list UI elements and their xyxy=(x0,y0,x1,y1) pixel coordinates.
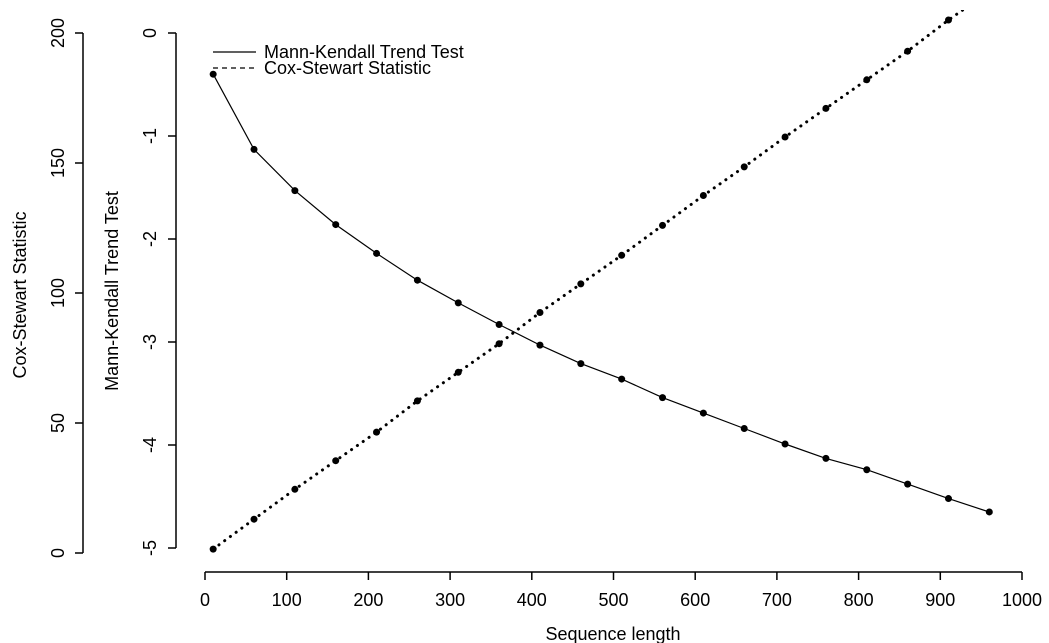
point-mann-kendall xyxy=(863,466,871,474)
legend-label-mann-kendall: Mann-Kendall Trend Test xyxy=(264,42,464,62)
x-tick-label: 700 xyxy=(762,590,792,610)
point-mann-kendall xyxy=(985,508,993,516)
point-mann-kendall xyxy=(740,425,748,433)
legend-label-cox-stewart: Cox-Stewart Statistic xyxy=(264,58,431,78)
point-mann-kendall xyxy=(904,480,912,488)
point-mann-kendall xyxy=(618,375,626,383)
point-cox-stewart xyxy=(373,428,381,436)
point-mann-kendall xyxy=(413,276,421,284)
point-mann-kendall xyxy=(699,409,707,417)
point-mann-kendall xyxy=(209,70,217,78)
x-tick-label: 400 xyxy=(517,590,547,610)
point-cox-stewart xyxy=(618,251,626,259)
point-cox-stewart xyxy=(454,368,462,376)
point-cox-stewart xyxy=(904,47,912,55)
x-tick-label: 500 xyxy=(598,590,628,610)
point-cox-stewart xyxy=(944,16,952,24)
plot-area xyxy=(209,10,993,553)
point-mann-kendall xyxy=(944,495,952,503)
mann-kendall-tick-label: -4 xyxy=(140,437,160,453)
point-cox-stewart xyxy=(332,457,340,465)
point-mann-kendall xyxy=(577,360,585,368)
x-tick-label: 0 xyxy=(200,590,210,610)
point-mann-kendall xyxy=(536,341,544,349)
point-mann-kendall xyxy=(291,187,299,195)
point-cox-stewart xyxy=(291,485,299,493)
point-cox-stewart xyxy=(577,280,585,288)
mann-kendall-tick-label: -2 xyxy=(140,231,160,247)
point-cox-stewart xyxy=(495,340,503,348)
cox-stewart-y-axis: 0 50 100 150 200 Cox-Stewart Statistic xyxy=(10,18,84,558)
mann-kendall-tick-label: -3 xyxy=(140,334,160,350)
x-tick-label: 800 xyxy=(844,590,874,610)
x-tick-label: 100 xyxy=(272,590,302,610)
mann-kendall-tick-label: -5 xyxy=(140,540,160,556)
mann-kendall-axis-title: Mann-Kendall Trend Test xyxy=(102,191,122,391)
point-cox-stewart xyxy=(536,309,544,316)
x-tick-label: 1000 xyxy=(1002,590,1042,610)
mann-kendall-tick-label: -1 xyxy=(140,128,160,144)
point-cox-stewart xyxy=(659,221,667,229)
line-cox-stewart xyxy=(211,10,966,551)
point-mann-kendall xyxy=(822,454,830,462)
x-tick-label: 300 xyxy=(435,590,465,610)
cox-stewart-tick-group: 0 50 100 150 200 xyxy=(48,18,83,558)
point-cox-stewart xyxy=(699,192,707,199)
cox-stewart-tick-label: 200 xyxy=(48,18,68,48)
cox-stewart-tick-label: 0 xyxy=(48,548,68,558)
x-tick-group: 0 100 200 300 400 500 600 700 800 900 1000 xyxy=(200,572,1042,610)
x-tick-label: 200 xyxy=(353,590,383,610)
series-cox-stewart xyxy=(209,10,966,553)
point-cox-stewart xyxy=(209,545,217,553)
point-mann-kendall xyxy=(454,299,462,307)
point-mann-kendall xyxy=(332,221,340,229)
series-mann-kendall xyxy=(209,70,993,516)
mann-kendall-tick-label: 0 xyxy=(140,28,160,38)
x-tick-label: 900 xyxy=(925,590,955,610)
point-cox-stewart xyxy=(413,397,421,405)
line-mann-kendall xyxy=(212,73,990,513)
x-axis: 0 100 200 300 400 500 600 700 800 900 1000 Sequenc… xyxy=(200,571,1042,643)
point-cox-stewart xyxy=(863,76,871,84)
point-mann-kendall xyxy=(373,249,381,257)
cox-stewart-tick-label: 150 xyxy=(48,148,68,178)
point-mann-kendall xyxy=(250,145,258,153)
x-axis-title: Sequence length xyxy=(545,624,680,643)
legend: Mann-Kendall Trend Test Cox-Stewart Stat… xyxy=(213,42,464,78)
x-tick-label: 600 xyxy=(680,590,710,610)
point-mann-kendall xyxy=(781,440,789,448)
point-cox-stewart xyxy=(781,133,789,141)
point-mann-kendall xyxy=(495,320,503,328)
mann-kendall-tick-group: -5 -4 -3 -2 -1 0 xyxy=(140,28,176,556)
point-cox-stewart xyxy=(740,163,748,171)
point-mann-kendall xyxy=(659,394,667,402)
mann-kendall-y-axis: -5 -4 -3 -2 -1 0 Mann-Kendall Trend Test xyxy=(102,28,177,556)
cox-stewart-tick-label: 100 xyxy=(48,278,68,308)
point-cox-stewart xyxy=(822,104,830,112)
point-cox-stewart xyxy=(250,515,258,523)
cox-stewart-axis-title: Cox-Stewart Statistic xyxy=(10,211,30,378)
cox-stewart-tick-label: 50 xyxy=(48,413,68,433)
